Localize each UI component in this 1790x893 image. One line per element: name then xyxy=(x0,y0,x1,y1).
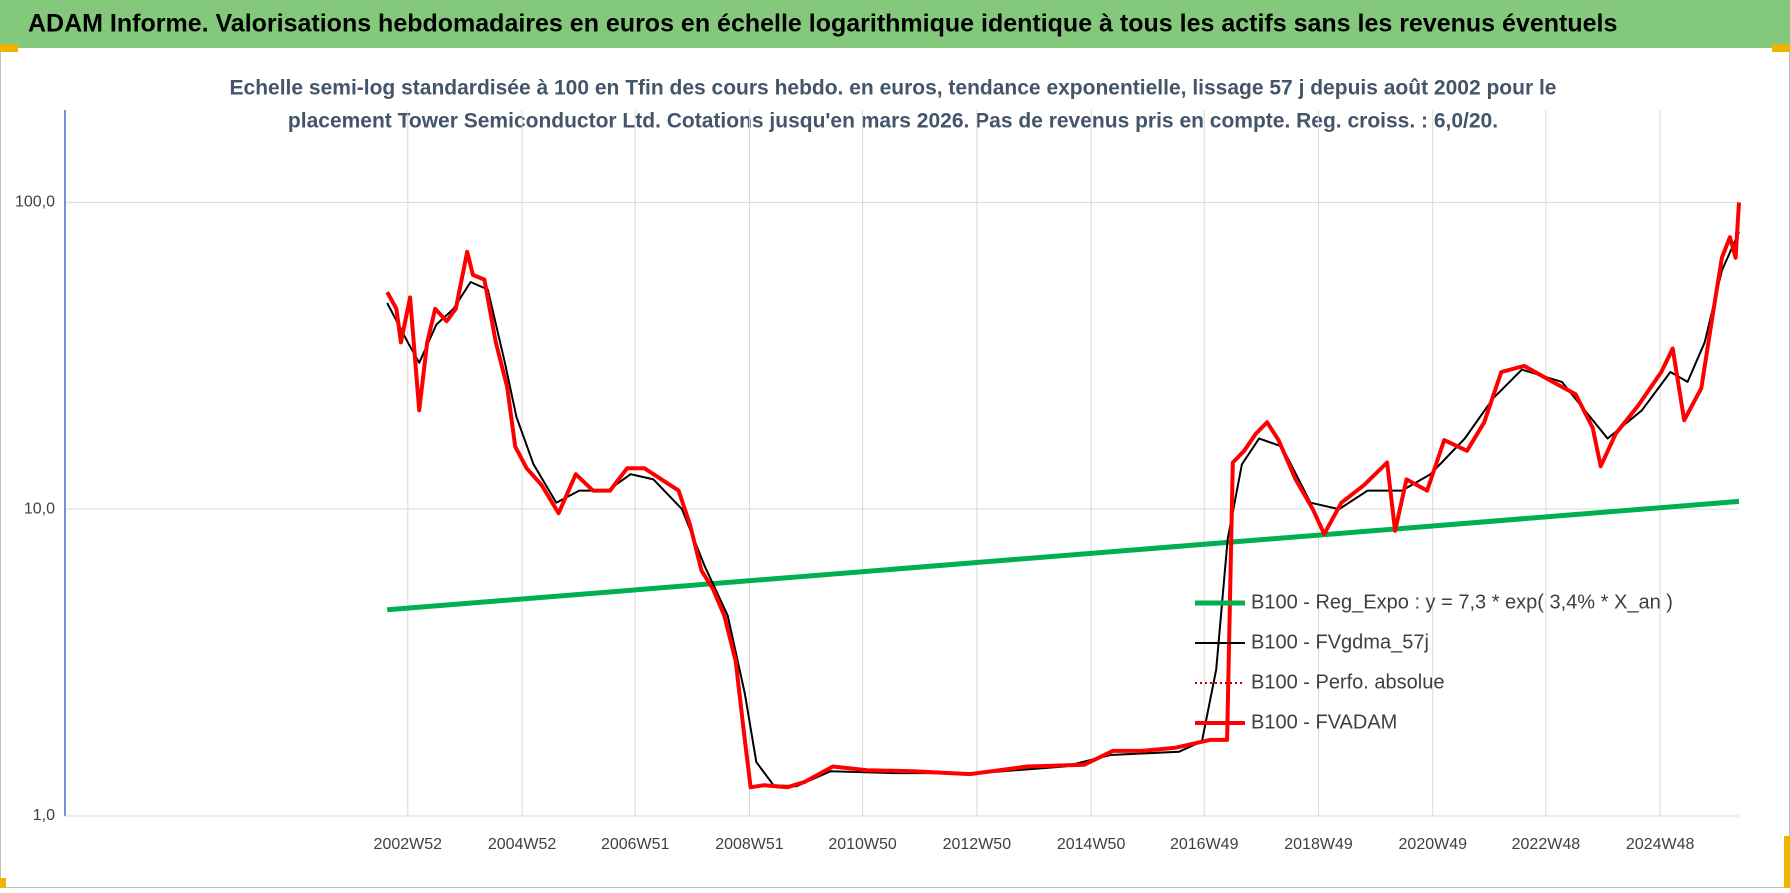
legend-label: B100 - FVADAM xyxy=(1251,711,1397,733)
legend-label: B100 - Reg_Expo : y = 7,3 * exp( 3,4% * … xyxy=(1251,591,1673,613)
x-tick-label: 2008W51 xyxy=(715,836,784,853)
grid: 1,0 10,0 100,0 2002W52 2004W52 2006W51 2008W51… xyxy=(15,110,1739,853)
x-tick-label: 2002W52 xyxy=(374,836,443,853)
series-lines xyxy=(385,202,1741,790)
corner-mark xyxy=(1772,44,1790,52)
subtitle: Echelle semi-log standardisée à 100 en T… xyxy=(230,77,1557,100)
series-line xyxy=(387,498,1740,613)
corner-mark xyxy=(0,44,18,52)
x-tick-label: 2016W49 xyxy=(1170,836,1239,853)
x-tick-label: 2020W49 xyxy=(1399,836,1468,853)
header-bar xyxy=(0,0,1790,48)
legend-label: B100 - FVgdma_57j xyxy=(1251,631,1429,653)
y-tick-label: 100,0 xyxy=(15,194,55,211)
subtitle: placement Tower Semiconductor Ltd. Cotat… xyxy=(288,110,1498,133)
x-tick-label: 2014W50 xyxy=(1057,836,1126,853)
y-tick-label: 10,0 xyxy=(24,500,55,517)
x-tick-label: 2022W48 xyxy=(1512,836,1581,853)
corner-mark xyxy=(1784,836,1790,888)
y-tick-label: 1,0 xyxy=(33,807,55,824)
x-tick-label: 2006W51 xyxy=(601,836,670,853)
legend: B100 - Reg_Expo : y = 7,3 * exp( 3,4% * … xyxy=(1195,591,1673,733)
x-tick-label: 2004W52 xyxy=(488,836,557,853)
x-tick-label: 2012W50 xyxy=(943,836,1012,853)
header-title: ADAM Informe. Valorisations hebdomadaire… xyxy=(28,10,1617,38)
corner-mark xyxy=(0,878,6,888)
legend-label: B100 - Perfo. absolue xyxy=(1251,671,1444,693)
x-tick-label: 2018W49 xyxy=(1284,836,1353,853)
series-line xyxy=(385,202,1741,790)
x-tick-label: 2024W48 xyxy=(1626,836,1695,853)
x-tick-label: 2010W50 xyxy=(828,836,897,853)
